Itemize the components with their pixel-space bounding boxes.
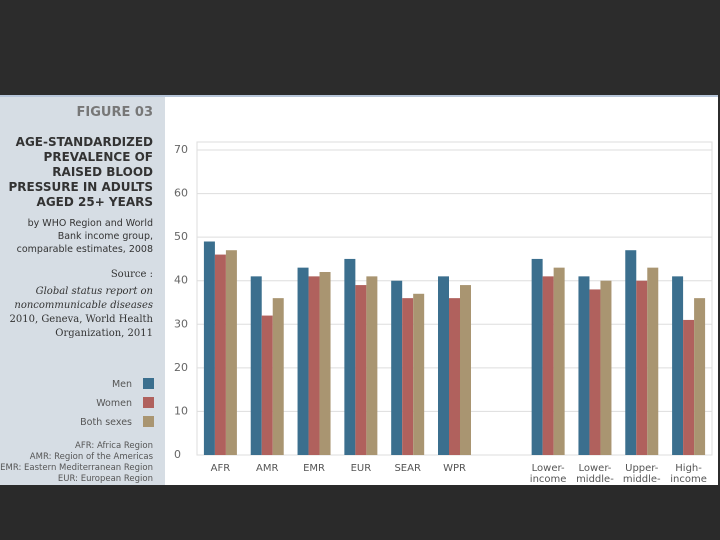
y-tick-label: 20 xyxy=(174,361,188,374)
source-label: Source : xyxy=(110,269,153,280)
x-tick-label: High- income xyxy=(670,463,707,485)
x-tick-label: EMR xyxy=(303,463,325,474)
note: EUR: European Region xyxy=(57,474,153,484)
bar xyxy=(402,298,414,455)
legend-label: Women xyxy=(96,398,132,409)
bar xyxy=(391,280,403,455)
x-tick-label: SEAR xyxy=(394,463,421,474)
bar xyxy=(438,276,449,455)
bar xyxy=(672,276,684,455)
chart: 0 10 20 30 40 50 60 70 xyxy=(174,141,713,461)
slide-bottom xyxy=(0,485,720,540)
note: AMR: Region of the Americas xyxy=(29,452,153,462)
bar xyxy=(355,285,367,455)
bar xyxy=(542,276,554,455)
bar xyxy=(600,280,612,455)
bar xyxy=(460,285,471,455)
slide: 0 10 20 30 40 50 60 70 FIGURE 03 AGE-STANDARDIZ… xyxy=(0,95,718,487)
x-tick-label: AMR xyxy=(256,463,279,474)
bar xyxy=(625,250,637,455)
bar xyxy=(683,319,695,455)
bar xyxy=(261,315,273,455)
bar xyxy=(589,289,601,455)
legend-swatch xyxy=(143,416,154,427)
subtitle: by WHO Region and World Bank income grou… xyxy=(16,218,153,255)
source-title: Global status report on noncommunicable … xyxy=(14,286,153,311)
source-publisher: 2010, Geneva, World Health Organization,… xyxy=(9,314,153,339)
y-tick-label: 50 xyxy=(174,230,188,243)
y-tick-label: 60 xyxy=(174,187,188,200)
legend-label: Men xyxy=(111,379,132,390)
bar xyxy=(578,276,590,455)
figure-label: FIGURE 03 xyxy=(76,105,153,120)
x-tick-label: AFR xyxy=(210,463,231,474)
bar xyxy=(214,254,226,455)
bar xyxy=(344,258,356,455)
x-tick-label: Lower- middle- xyxy=(576,463,614,485)
bar xyxy=(694,298,706,455)
bar xyxy=(366,276,378,455)
bar xyxy=(250,276,262,455)
x-tick-label: WPR xyxy=(443,463,466,474)
note: EMR: Eastern Mediterranean Region xyxy=(0,463,153,473)
x-tick-label: Upper- middle- xyxy=(622,463,661,485)
y-tick-label: 0 xyxy=(174,448,181,461)
y-tick-label: 70 xyxy=(174,143,188,156)
chart-title: AGE-STANDARDIZED PREVALENCE OF RAISED BL… xyxy=(8,135,153,209)
bar xyxy=(297,267,309,455)
bar xyxy=(308,276,320,455)
legend-swatch xyxy=(143,378,154,389)
legend-label: Both sexes xyxy=(80,417,132,428)
x-tick-label: Lower- income xyxy=(529,463,567,485)
bar xyxy=(647,267,659,455)
y-tick-label: 40 xyxy=(174,274,188,287)
bar xyxy=(319,272,331,455)
bar xyxy=(272,298,284,455)
y-tick-label: 10 xyxy=(174,404,188,417)
legend-swatch xyxy=(143,397,154,408)
bar xyxy=(225,250,237,455)
bar xyxy=(636,280,648,455)
x-tick-label: EUR xyxy=(350,463,372,474)
bar xyxy=(531,258,543,455)
bar xyxy=(449,298,460,455)
note: AFR: Africa Region xyxy=(75,441,153,451)
y-tick-label: 30 xyxy=(174,317,188,330)
bar xyxy=(203,241,215,455)
left-panel: FIGURE 03 AGE-STANDARDIZED PREVALENCE OF… xyxy=(0,97,165,487)
bar xyxy=(413,293,425,455)
bar xyxy=(553,267,565,455)
